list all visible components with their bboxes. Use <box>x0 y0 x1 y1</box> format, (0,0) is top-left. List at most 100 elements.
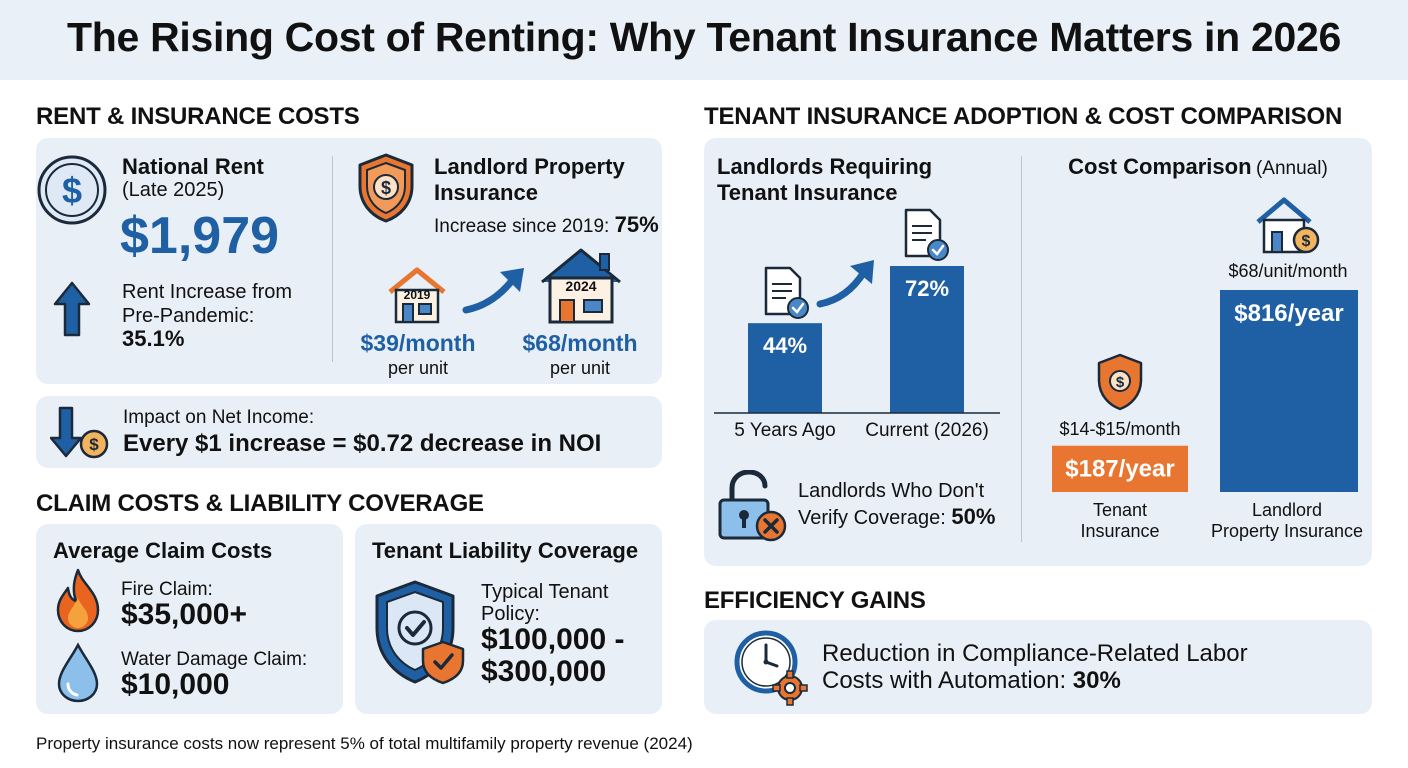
house-2019-amount: $39/month <box>360 330 476 356</box>
landlord-insurance-increase-value: 75% <box>614 212 659 237</box>
landlord-insurance-label-line1: Landlord Property <box>434 154 625 179</box>
section-title-adoption: TENANT INSURANCE ADOPTION & COST COMPARI… <box>704 103 1343 130</box>
house-2024-unit: per unit <box>549 358 611 378</box>
average-claims-panel: Average Claim Costs Fire Claim: $35,000+… <box>36 524 343 714</box>
water-claim-label: Water Damage Claim: <box>121 649 308 670</box>
net-income-panel: $ Impact on Net Income: Every $1 increas… <box>36 396 662 468</box>
house-2024-year: 2024 <box>565 278 597 294</box>
landlord-insurance-label: Landlord Property Insurance <box>434 154 625 206</box>
net-income-value: Every $1 increase = $0.72 decrease in NO… <box>123 430 602 457</box>
comparison-monthly-0: $14-$15/month <box>1059 419 1181 439</box>
document-check-icon-current <box>904 208 949 261</box>
comparison-bar-label-0: $187/year <box>1065 456 1174 483</box>
rent-increase-label-line2: Pre-Pandemic: <box>122 305 255 327</box>
shield-dollar-small-icon: $ <box>1097 353 1143 411</box>
arrow-down-coin-icon: $ <box>50 406 109 459</box>
page-title: The Rising Cost of Renting: Why Tenant I… <box>67 14 1341 60</box>
svg-text:$: $ <box>62 170 82 211</box>
comparison-bar-label-1: $816/year <box>1234 300 1343 327</box>
liability-label-line1: Typical Tenant <box>481 581 609 603</box>
requiring-category-0: 5 Years Ago <box>734 420 836 441</box>
panel-divider <box>332 156 333 362</box>
adoption-panel: Landlords Requiring Tenant Insurance 44%… <box>704 138 1372 566</box>
svg-text:$: $ <box>89 435 99 454</box>
requiring-bar-1 <box>890 266 964 413</box>
efficiency-text-line2-wrap: Costs with Automation: 30% <box>822 667 1248 694</box>
average-claims-title: Average Claim Costs <box>53 538 273 563</box>
comparison-category-1: Landlord Property Insurance <box>1198 500 1376 542</box>
comparison-bar-1 <box>1220 290 1358 492</box>
efficiency-value: 30% <box>1072 667 1121 694</box>
shield-dollar-icon: $ <box>358 153 414 223</box>
rent-increase-label-line1: Rent Increase from <box>122 281 293 303</box>
house-dollar-icon: $ <box>1256 197 1320 254</box>
verify-label: Landlords Who Don't Verify Coverage: 50% <box>798 479 995 531</box>
dollar-coin-icon: $ <box>37 155 107 225</box>
comparison-title-main: Cost Comparison <box>1068 154 1252 179</box>
liability-label-line2: Policy: <box>481 603 540 625</box>
comparison-monthly-1: $68/unit/month <box>1228 261 1348 281</box>
requiring-title-line1: Landlords Requiring <box>717 154 933 179</box>
document-check-icon <box>764 266 809 319</box>
comparison-bar-0 <box>1052 445 1188 492</box>
comparison-category-0: Tenant Insurance <box>1047 500 1193 542</box>
requiring-bar-0 <box>748 323 822 413</box>
efficiency-panel: Reduction in Compliance-Related Labor Co… <box>704 620 1372 714</box>
comparison-bar-chart: $187/year $816/year <box>1052 290 1358 492</box>
house-2019-icon <box>388 267 446 324</box>
requiring-bar-chart: 44% 72% <box>714 266 1000 414</box>
requiring-bar-label-1: 72% <box>905 276 949 301</box>
section-title-efficiency: EFFICIENCY GAINS <box>704 587 926 614</box>
fire-claim-label: Fire Claim: <box>121 579 213 600</box>
house-2019-unit: per unit <box>387 358 449 378</box>
house-2024-amount: $68/month <box>522 330 638 356</box>
efficiency-text-line2: Costs with Automation: <box>822 667 1067 694</box>
liability-label: Typical Tenant Policy: <box>481 581 609 625</box>
national-rent-label: National Rent <box>122 154 264 179</box>
national-rent-period: (Late 2025) <box>122 179 225 201</box>
arrow-up-icon <box>53 281 91 337</box>
section-title-rent-insurance: RENT & INSURANCE COSTS <box>36 103 360 130</box>
house-2019-year: 2019 <box>403 288 431 302</box>
landlord-insurance-label-line2: Insurance <box>434 180 538 205</box>
comparison-category-0-line2: Insurance <box>1080 521 1160 541</box>
verify-value: 50% <box>951 504 996 529</box>
rent-insurance-panel: $ National Rent (Late 2025) $1,979 Rent … <box>36 138 662 384</box>
svg-text:$: $ <box>1116 374 1125 391</box>
water-claim-value: $10,000 <box>121 668 230 701</box>
house-2024-icon <box>541 248 621 324</box>
comparison-category-1-line2: Property Insurance <box>1210 521 1364 541</box>
adoption-divider <box>1021 156 1022 542</box>
rent-increase-value: 35.1% <box>122 326 185 351</box>
padlock-x-icon <box>718 470 787 542</box>
header-banner: The Rising Cost of Renting: Why Tenant I… <box>0 0 1408 80</box>
requiring-bar-label-0: 44% <box>763 333 807 358</box>
efficiency-text-line1: Reduction in Compliance-Related Labor <box>822 640 1248 667</box>
national-rent-value: $1,979 <box>120 207 280 265</box>
liability-title: Tenant Liability Coverage <box>372 538 639 563</box>
fire-claim-value: $35,000+ <box>121 598 247 631</box>
shield-check-icon <box>375 580 465 685</box>
verify-label-line1: Landlords Who Don't <box>798 480 985 502</box>
trend-arrow-icon <box>462 268 524 314</box>
requiring-title-line2: Tenant Insurance <box>717 180 898 205</box>
footnote: Property insurance costs now represent 5… <box>36 734 693 753</box>
liability-panel: Tenant Liability Coverage Typical Tenant… <box>355 524 662 714</box>
efficiency-text: Reduction in Compliance-Related Labor Co… <box>822 640 1248 694</box>
verify-label-line2-wrap: Verify Coverage: 50% <box>798 504 995 531</box>
water-drop-icon <box>57 642 99 703</box>
landlord-insurance-increase-label: Increase since 2019: <box>434 216 610 237</box>
section-title-claims: CLAIM COSTS & LIABILITY COVERAGE <box>36 490 484 517</box>
comparison-category-0-line1: Tenant <box>1092 500 1148 520</box>
rent-increase-label: Rent Increase from Pre-Pandemic: <box>122 280 292 328</box>
comparison-title: Cost Comparison (Annual) <box>1034 154 1362 180</box>
flame-icon <box>56 568 100 633</box>
net-income-label: Impact on Net Income: <box>123 407 315 428</box>
liability-value-line1: $100,000 - <box>481 623 625 656</box>
requiring-category-1: Current (2026) <box>865 420 989 441</box>
verify-label-line2: Verify Coverage: <box>798 507 946 529</box>
liability-value-line2: $300,000 <box>481 655 607 688</box>
comparison-category-1-line1: Landlord <box>1251 500 1323 520</box>
svg-text:$: $ <box>1302 233 1311 250</box>
landlord-insurance-increase: Increase since 2019: 75% <box>434 212 659 238</box>
